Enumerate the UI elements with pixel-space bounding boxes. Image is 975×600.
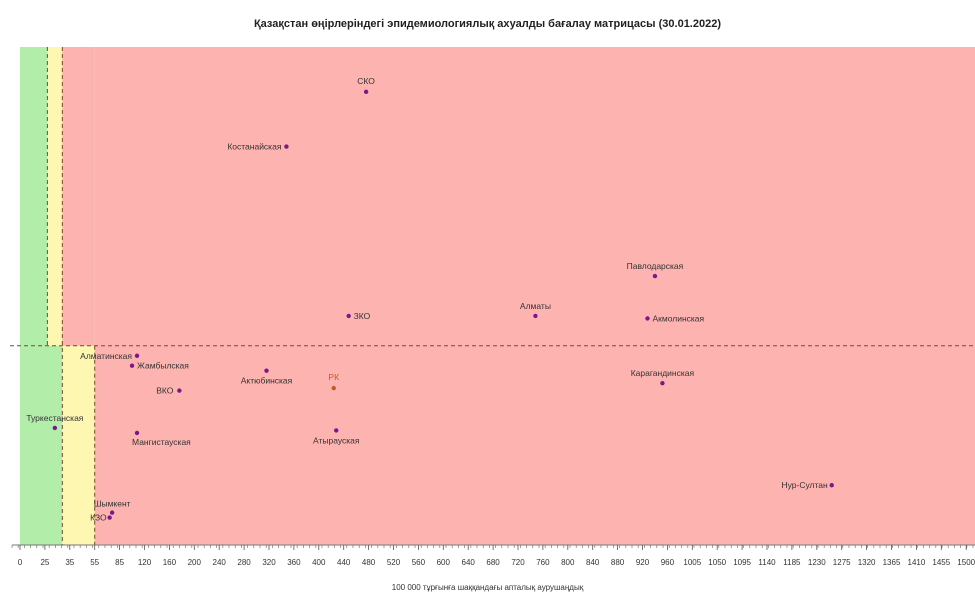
x-tick-label: 55 <box>90 558 99 567</box>
x-tick-label: 680 <box>486 558 500 567</box>
point-алматы <box>533 313 538 319</box>
point-кзо <box>107 515 112 520</box>
x-tick-label: 1410 <box>908 558 926 567</box>
x-tick-label: 1500 <box>957 558 975 567</box>
x-tick-label: 1185 <box>783 558 801 567</box>
point-нур-султан <box>829 483 834 488</box>
zone-backgrounds <box>20 47 975 545</box>
point-label: ЗКО <box>354 311 371 321</box>
point-label: Мангистауская <box>132 437 191 447</box>
x-tick-label: 0 <box>18 558 23 567</box>
x-tick-label: 760 <box>536 558 550 567</box>
x-tick-label: 560 <box>412 558 426 567</box>
x-tick-label: 280 <box>237 558 251 567</box>
x-tick-label: 840 <box>586 558 600 567</box>
x-tick-label: 1455 <box>932 558 950 567</box>
point-жамбылская <box>129 363 135 368</box>
x-tick-label: 1005 <box>683 558 701 567</box>
point-алматинская <box>134 353 140 358</box>
x-tick-label: 480 <box>362 558 376 567</box>
x-tick-label: 200 <box>188 558 202 567</box>
point-label: Жамбылская <box>137 361 189 371</box>
point-label: Туркестанская <box>26 413 83 423</box>
point-label: Павлодарская <box>627 261 684 271</box>
point-label: Нур-Султан <box>782 480 829 490</box>
x-tick-label: 320 <box>262 558 276 567</box>
x-tick-label: 120 <box>138 558 152 567</box>
x-tick-label: 600 <box>437 558 451 567</box>
x-tick-label: 1320 <box>858 558 876 567</box>
x-tick-label: 1140 <box>758 558 776 567</box>
point-label: РК <box>328 372 339 382</box>
x-tick-label: 960 <box>661 558 675 567</box>
x-tick-label: 920 <box>636 558 650 567</box>
x-tick-label: 1275 <box>833 558 851 567</box>
zone-red-upper-gap <box>62 47 95 346</box>
x-tick-label: 160 <box>163 558 177 567</box>
x-tick-label: 640 <box>462 558 476 567</box>
point-label: Акмолинская <box>652 313 704 323</box>
zone-yellow-upper-gap <box>47 47 63 346</box>
x-axis: 0 25 35 55 85 120 160 200 240 280 320 360 400 440 480 5… <box>11 544 975 567</box>
point-рк <box>331 385 336 391</box>
point-label: Атырауская <box>313 435 360 445</box>
x-tick-label: 880 <box>611 558 625 567</box>
x-tick-label: 240 <box>213 558 227 567</box>
point-label: Актюбинская <box>241 376 293 386</box>
x-axis-label: 100 000 тұрғынға шаққандағы апталық ауру… <box>391 583 584 592</box>
point-мангистауская <box>134 430 140 436</box>
point-label: Алматы <box>520 301 551 311</box>
threshold-lines <box>10 47 975 545</box>
x-tick-label: 720 <box>511 558 525 567</box>
x-tick-label: 1050 <box>708 558 726 567</box>
point-label: КЗО <box>90 513 107 523</box>
x-tick-label: 400 <box>312 558 326 567</box>
point-акмолинская <box>645 316 650 321</box>
point-label: СКО <box>357 76 375 86</box>
x-tick-label: 1230 <box>808 558 826 567</box>
x-tick-label: 1095 <box>733 558 751 567</box>
point-label: Карагандинская <box>631 368 695 378</box>
point-label: Шымкент <box>94 499 131 509</box>
point-павлодарская <box>652 273 658 279</box>
x-tick-label: 440 <box>337 558 351 567</box>
point-вко <box>177 388 182 393</box>
x-tick-label: 520 <box>387 558 401 567</box>
point-карагандинская <box>660 380 665 386</box>
point-ско <box>363 89 369 95</box>
x-tick-label: 1365 <box>883 558 901 567</box>
point-туркестанская <box>52 425 58 431</box>
x-tick-label: 35 <box>65 558 74 567</box>
point-атырауская <box>334 428 339 433</box>
zone-red <box>94 47 975 545</box>
point-зко <box>346 313 351 319</box>
point-label: Алматинская <box>80 351 132 361</box>
point-шымкент <box>109 510 115 515</box>
x-tick-label: 25 <box>40 558 49 567</box>
point-актюбинская <box>264 368 269 373</box>
point-label: ВКО <box>156 386 174 396</box>
data-points: СКО Костанайская Павлодарская ЗКО Алматы Акмо… <box>26 76 834 523</box>
chart-title: Қазақстан өңірлеріндегі эпидемиологиялық… <box>253 18 722 30</box>
point-label: Костанайская <box>227 142 282 152</box>
x-tick-label: 800 <box>561 558 575 567</box>
point-костанайская <box>284 144 289 149</box>
x-tick-label: 360 <box>287 558 301 567</box>
x-tick-label: 85 <box>115 558 124 567</box>
